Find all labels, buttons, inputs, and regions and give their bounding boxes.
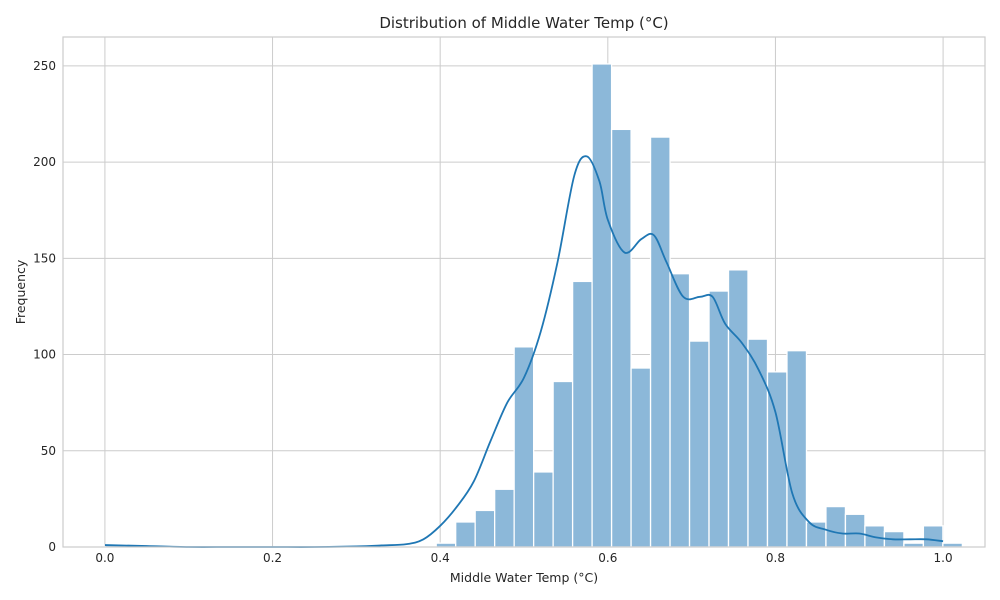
x-tick-label-4: 0.8: [766, 551, 785, 565]
kde-layer: [104, 155, 944, 548]
histogram-bar-33: [747, 338, 769, 548]
y-axis-label: Frequency: [13, 259, 28, 324]
y-tick-label-3: 150: [33, 251, 56, 265]
histogram-bar-28: [649, 136, 671, 548]
bars-layer: [104, 63, 964, 548]
y-tick-label-2: 100: [33, 348, 56, 362]
x-axis-label: Middle Water Temp (°C): [450, 570, 598, 585]
y-tick-labels: 0 50 100 150 200 250: [33, 59, 56, 554]
chart-title: Distribution of Middle Water Temp (°C): [379, 14, 668, 32]
histogram-bar-19: [474, 509, 496, 548]
histogram-bar-35: [786, 350, 808, 548]
histogram-bar-22: [532, 471, 554, 548]
histogram-bar-26: [610, 128, 632, 548]
histogram-bar-42: [922, 525, 944, 548]
histogram-bar-38: [844, 513, 866, 548]
histogram-bar-18: [455, 521, 476, 548]
y-tick-label-1: 50: [41, 444, 56, 458]
x-tick-label-0: 0.0: [95, 551, 114, 565]
x-tick-label-1: 0.2: [263, 551, 282, 565]
y-tick-label-5: 250: [33, 59, 56, 73]
histogram-bar-32: [727, 269, 749, 548]
plot-frame: [62, 36, 986, 548]
histogram-bar-20: [494, 488, 515, 548]
histogram-bar-30: [688, 340, 710, 548]
x-tick-label-5: 1.0: [934, 551, 953, 565]
x-tick-labels: 0.0 0.2 0.4 0.6 0.8 1.0: [95, 551, 952, 565]
kde-curve: [104, 155, 944, 548]
histogram-bar-29: [669, 273, 691, 548]
x-tick-label-2: 0.4: [431, 551, 450, 565]
histogram-bar-37: [825, 505, 847, 548]
histogram-bar-25: [591, 63, 613, 548]
x-tick-label-3: 0.6: [598, 551, 617, 565]
histogram-bar-23: [552, 380, 574, 548]
y-tick-label-0: 0: [48, 540, 56, 554]
histogram-bar-24: [571, 280, 593, 548]
histogram-bar-36: [805, 521, 827, 548]
histogram-bar-27: [630, 367, 652, 548]
histogram-bar-31: [708, 290, 730, 548]
y-tick-label-4: 200: [33, 155, 56, 169]
